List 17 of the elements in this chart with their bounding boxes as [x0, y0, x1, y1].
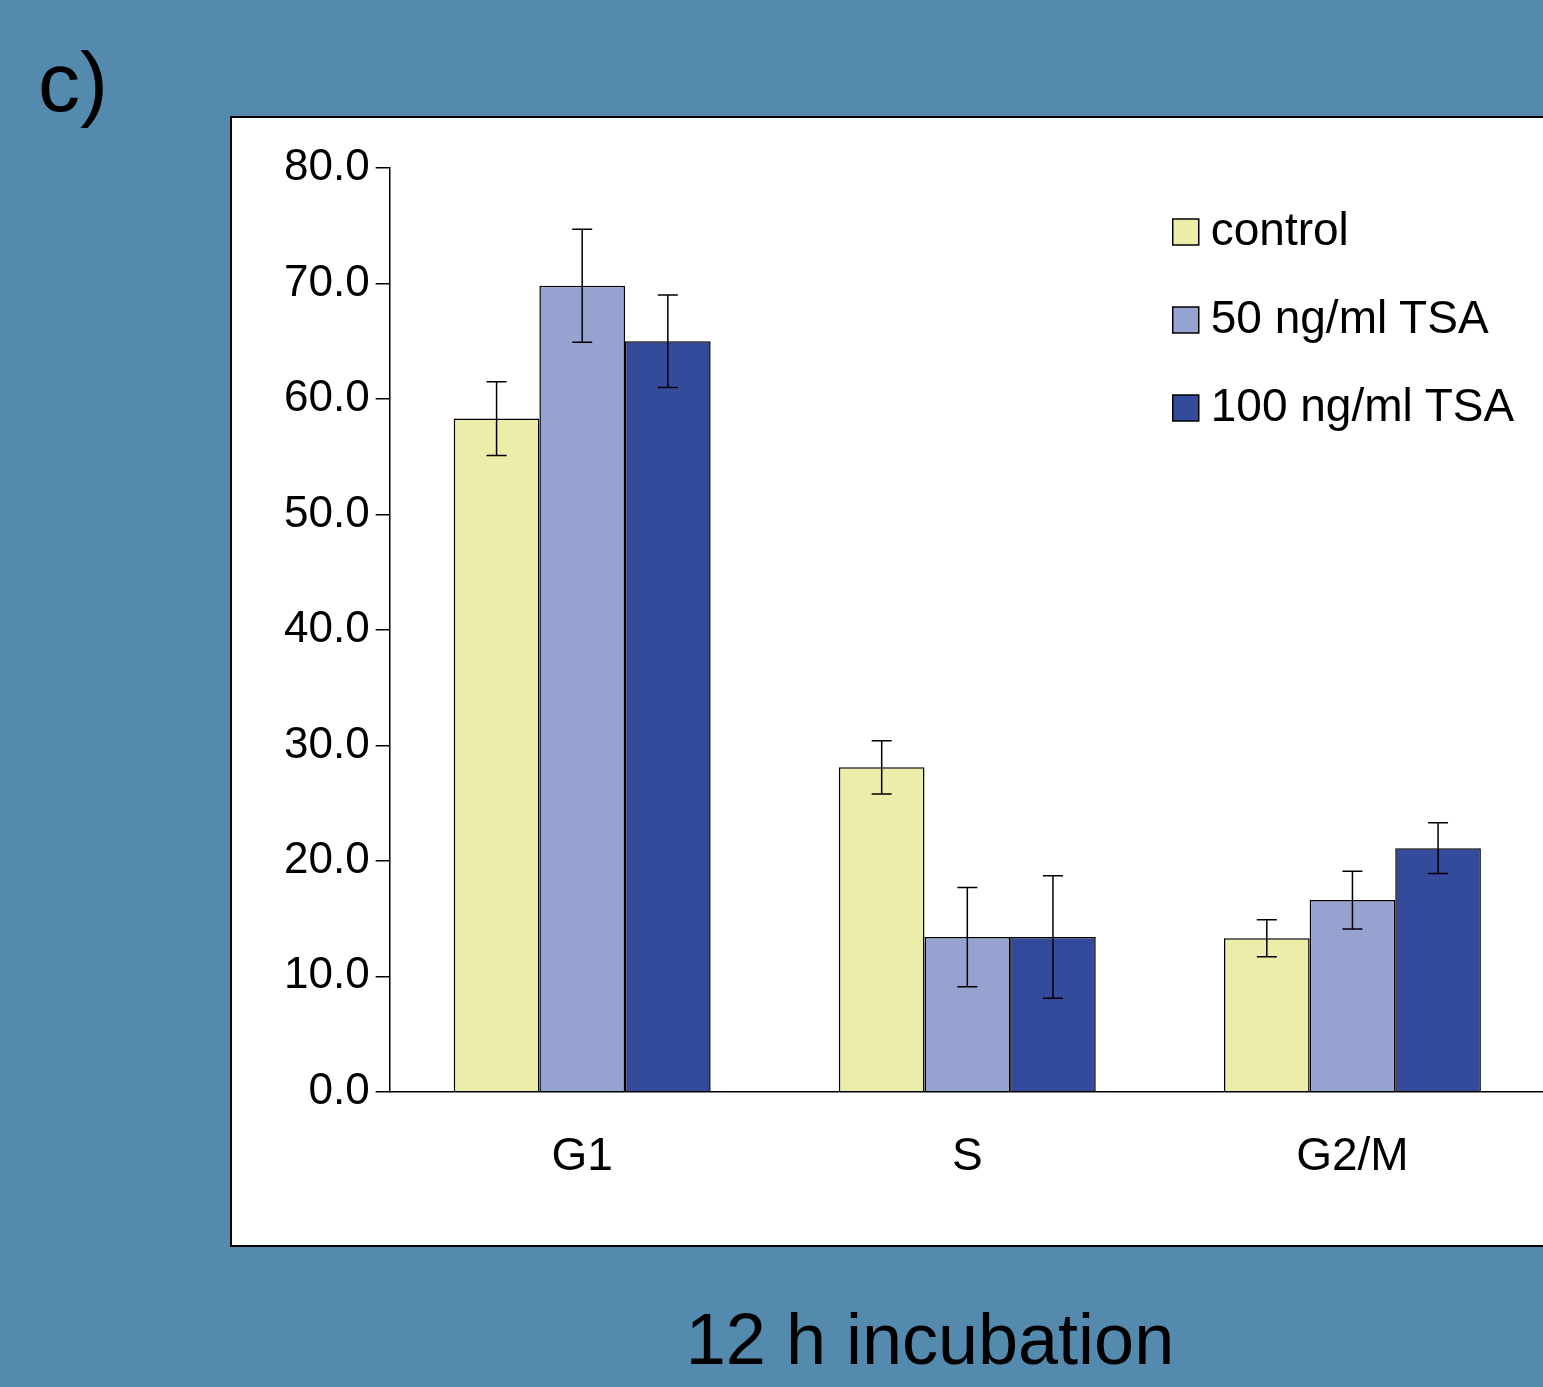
legend-label: 50 ng/ml TSA — [1210, 290, 1489, 343]
x-tick-label: G2/M — [1296, 1128, 1409, 1181]
y-tick-label: 10.0 — [284, 948, 370, 998]
y-tick-label: 50.0 — [284, 486, 370, 536]
y-tick-label: 40.0 — [284, 602, 370, 652]
x-tick-label: S — [951, 1128, 983, 1181]
y-tick-label: 20.0 — [284, 832, 370, 882]
x-axis-title: 12 h incubation — [684, 1299, 1176, 1380]
legend-label: 100 ng/ml TSA — [1210, 378, 1515, 431]
y-tick-label: 60.0 — [284, 371, 370, 421]
x-tick-label: G1 — [551, 1128, 613, 1181]
legend-label: control — [1210, 202, 1349, 255]
y-tick-label: 30.0 — [284, 717, 370, 767]
y-tick-label: 80.0 — [284, 140, 370, 190]
y-tick-label: 0.0 — [308, 1063, 370, 1113]
text: c) — [38, 35, 108, 129]
y-tick-label: 70.0 — [284, 255, 370, 305]
